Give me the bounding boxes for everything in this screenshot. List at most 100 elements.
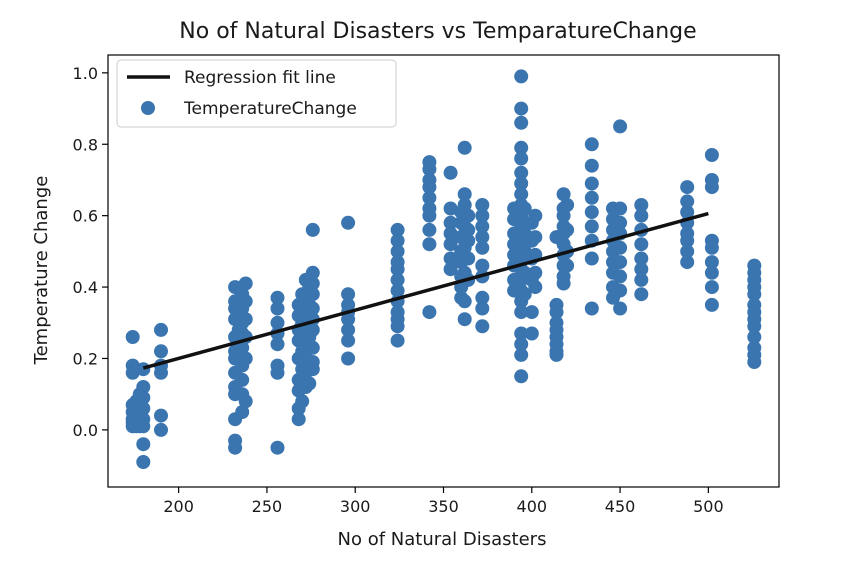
scatter-point [341,312,356,327]
scatter-point [680,244,695,259]
scatter-point [613,240,628,255]
scatter-point [613,215,628,230]
scatter-point [613,269,628,284]
scatter-point [514,176,529,191]
scatter-point [443,262,458,277]
scatter-point [584,176,599,191]
y-tick-label: 1.0 [73,64,98,83]
scatter-point [154,322,168,337]
scatter-point [270,290,285,305]
scatter-point [475,208,490,223]
scatter-point [238,351,253,366]
scatter-point [475,301,490,316]
legend-label-fit: Regression fit line [184,68,336,88]
scatter-point [747,355,762,369]
scatter-point [125,365,140,380]
scatter-point [270,337,285,352]
scatter-point [270,365,285,380]
scatter-point [704,297,719,312]
x-tick-label: 200 [163,497,194,516]
scatter-point [475,290,490,305]
scatter-point [443,251,458,266]
scatter-point [517,287,532,302]
scatter-point [422,305,437,320]
scatter-point [528,265,543,280]
x-axis-label: No of Natural Disasters [338,529,547,550]
scatter-point [613,201,628,216]
scatter-point [341,287,356,302]
x-tick-label: 250 [252,497,283,516]
scatter-point [514,347,529,362]
scatter-point [704,265,719,280]
scatter-point [704,180,719,195]
scatter-point [613,283,628,298]
scatter-point [154,408,168,423]
scatter-point [584,219,599,234]
scatter-point [457,187,472,202]
scatter-point [305,276,320,291]
scatter-point [422,208,437,223]
scatter-point [457,140,472,155]
scatter-point [305,222,320,237]
legend: Regression fit line TemperatureChange [116,59,397,128]
scatter-point [443,226,458,241]
scatter-point [475,198,490,212]
scatter-point [228,440,243,455]
scatter-point [291,412,306,427]
scatter-point [584,190,599,205]
scatter-point [238,312,253,327]
scatter-point [514,151,529,166]
scatter-point [390,262,405,277]
legend-box [116,59,397,128]
scatter-point [514,69,529,84]
y-axis-ticks: 0.0 0.2 0.4 0.6 0.8 1.0 [73,64,108,440]
scatter-point [634,208,649,223]
scatter-point [390,272,405,287]
scatter-point [556,208,571,223]
scatter-point [461,222,476,237]
scatter-point [302,376,317,391]
scatter-point [390,233,405,248]
scatter-point [341,351,356,366]
scatter-point [517,201,532,216]
y-tick-label: 0.6 [73,207,98,226]
scatter-point [584,158,599,173]
x-tick-label: 500 [693,497,724,516]
scatter-point [154,365,168,380]
x-tick-label: 400 [517,497,548,516]
scatter-point [704,255,719,270]
scatter-point [341,215,356,230]
scatter-point [390,244,405,259]
scatter-point [390,222,405,237]
scatter-point [528,208,543,223]
scatter-point [704,280,719,295]
scatter-point [560,222,575,237]
scatter-point [305,340,320,355]
scatter-point [461,251,476,266]
scatter-point [154,344,168,359]
chart-title: No of Natural Disasters vs TemparatureCh… [179,19,696,44]
scatter-point [461,233,476,248]
scatter-point [584,301,599,316]
scatter-point [136,437,151,452]
scatter-point [341,333,356,348]
scatter-point [528,230,543,245]
scatter-point [514,337,529,352]
scatter-point [514,187,529,202]
x-tick-label: 300 [340,497,371,516]
scatter-point [390,319,405,334]
scatter-point [136,362,151,377]
scatter-point [704,240,719,255]
scatter-point [747,330,762,344]
scatter-point [443,165,458,180]
scatter-point [154,422,168,437]
scatter-point [136,455,151,469]
scatter-point [514,101,529,116]
scatter-point [613,301,628,316]
scatter-point [475,219,490,234]
scatter-points [125,69,762,469]
scatter-point [613,255,628,270]
scatter-point [680,205,695,220]
scatter-point [422,190,437,205]
